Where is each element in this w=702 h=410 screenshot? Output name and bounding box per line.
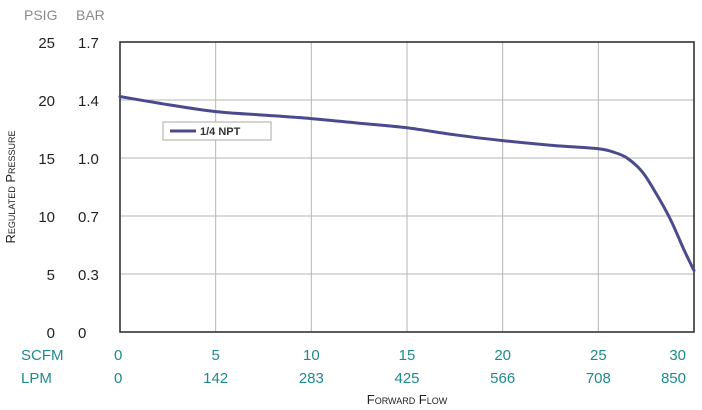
- y-unit-header-bar: BAR: [76, 7, 105, 23]
- y-tick-label-psig: 10: [38, 209, 55, 226]
- y-unit-header-psig: PSIG: [24, 7, 57, 23]
- x-tick-label-scfm: 10: [303, 347, 320, 364]
- grid-lines: [120, 42, 694, 332]
- y-tick-label-bar: 1.0: [78, 151, 99, 168]
- y-tick-label-psig: 20: [38, 93, 55, 110]
- y-tick-label-psig: 5: [47, 267, 55, 284]
- y-tick-label-bar: 0.3: [78, 267, 99, 284]
- y-tick-label-psig: 15: [38, 151, 55, 168]
- y-tick-label-psig: 0: [47, 325, 55, 342]
- legend: 1/4 NPT: [162, 121, 272, 141]
- y-tick-label-bar: 0.7: [78, 209, 99, 226]
- y-tick-label-bar: 0: [78, 325, 86, 342]
- y-tick-label-bar: 1.7: [78, 35, 99, 52]
- x-tick-label-lpm: 283: [299, 370, 324, 387]
- x-tick-labels: 0 0 5 142 10 283 15 425 20 566 25 708 30 850: [114, 347, 686, 387]
- plot-frame: [119, 41, 695, 333]
- x-axis-title: Forward Flow: [367, 392, 448, 407]
- y-tick-label-psig: 25: [38, 35, 55, 52]
- y-axis-title: Regulated Pressure: [3, 130, 18, 243]
- x-row-label-lpm: LPM: [21, 370, 52, 387]
- x-tick-label-scfm: 20: [494, 347, 511, 364]
- x-tick-label-scfm: 30: [669, 347, 686, 364]
- x-tick-label-lpm: 566: [490, 370, 515, 387]
- series-line-1-4-npt: [118, 95, 696, 272]
- x-tick-label-lpm: 850: [661, 370, 686, 387]
- x-row-label-scfm: SCFM: [21, 347, 64, 364]
- legend-box: [162, 121, 272, 141]
- x-tick-label-scfm: 25: [590, 347, 607, 364]
- y-tick-label-bar: 1.4: [78, 93, 99, 110]
- x-tick-label-lpm: 142: [203, 370, 228, 387]
- legend-label: 1/4 NPT: [200, 126, 241, 138]
- x-tick-label-lpm: 708: [586, 370, 611, 387]
- x-tick-label-scfm: 5: [211, 347, 219, 364]
- x-tick-label-scfm: 15: [399, 347, 416, 364]
- x-tick-label-scfm: 0: [114, 347, 122, 364]
- y-tick-labels: 25 1.7 20 1.4 15 1.0 10 0.7 5 0.3 0 0: [38, 35, 99, 342]
- x-tick-label-lpm: 425: [394, 370, 419, 387]
- x-tick-label-lpm: 0: [114, 370, 122, 387]
